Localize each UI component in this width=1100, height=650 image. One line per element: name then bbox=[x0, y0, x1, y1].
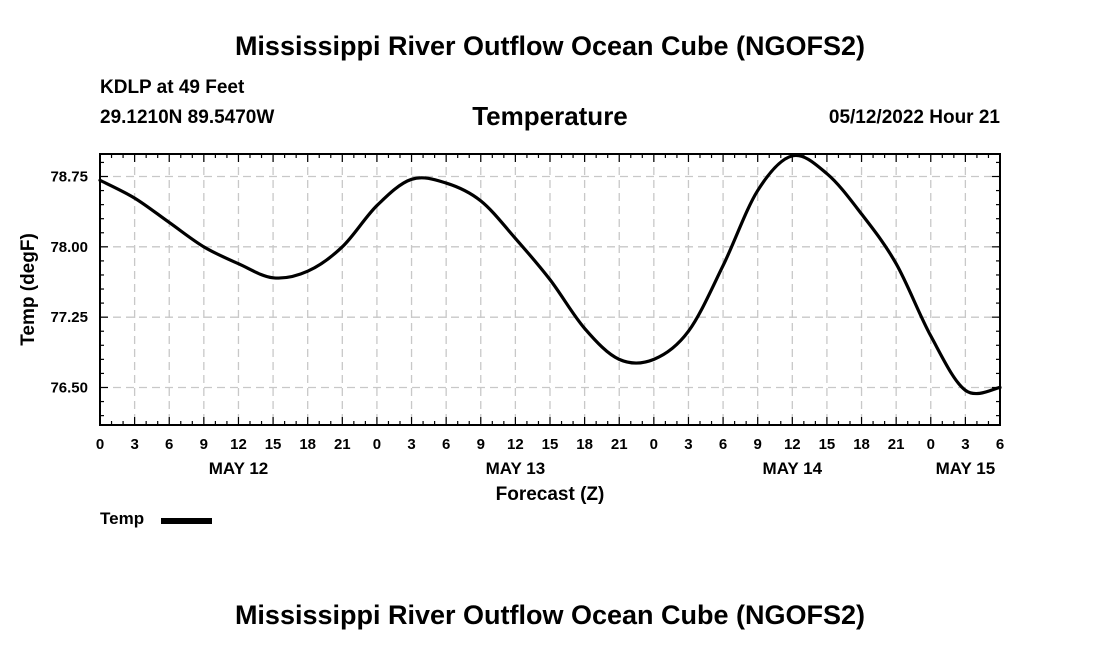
x-tick-label: 3 bbox=[407, 436, 415, 453]
x-tick-label: 6 bbox=[996, 436, 1004, 453]
y-axis-label: Temp (degF) bbox=[18, 233, 39, 346]
x-tick-label: 15 bbox=[819, 436, 836, 453]
x-tick-label: 21 bbox=[334, 436, 351, 453]
x-tick-label: 6 bbox=[719, 436, 727, 453]
legend-line-swatch bbox=[161, 518, 212, 524]
x-tick-label: 12 bbox=[507, 436, 524, 453]
x-tick-label: 12 bbox=[230, 436, 247, 453]
series-line-temp bbox=[98, 153, 1002, 396]
x-tick-label: 21 bbox=[888, 436, 905, 453]
y-tick-label: 76.50 bbox=[50, 379, 88, 396]
x-tick-label: 21 bbox=[611, 436, 628, 453]
x-tick-label: 3 bbox=[130, 436, 138, 453]
chart-title-bottom: Mississippi River Outflow Ocean Cube (NG… bbox=[234, 600, 866, 630]
x-tick-label: 3 bbox=[961, 436, 969, 453]
x-tick-label: 6 bbox=[165, 436, 173, 453]
x-tick-label: 0 bbox=[96, 436, 104, 453]
x-axis-label: Forecast (Z) bbox=[496, 484, 605, 505]
x-tick-label: 0 bbox=[650, 436, 658, 453]
station-label: KDLP at 49 Feet bbox=[100, 77, 245, 98]
date-label: MAY 13 bbox=[486, 459, 546, 478]
x-tick-label: 12 bbox=[784, 436, 801, 453]
x-tick-label: 9 bbox=[754, 436, 762, 453]
run-time-label: 05/12/2022 Hour 21 bbox=[828, 107, 1000, 128]
x-tick-label: 18 bbox=[853, 436, 870, 453]
x-tick-label: 3 bbox=[684, 436, 692, 453]
x-tick-label: 18 bbox=[576, 436, 593, 453]
x-tick-label: 15 bbox=[265, 436, 282, 453]
x-tick-label: 6 bbox=[442, 436, 450, 453]
chart-title-top: Mississippi River Outflow Ocean Cube (NG… bbox=[234, 31, 866, 61]
variable-title: Temperature bbox=[472, 101, 628, 131]
y-tick-label: 77.25 bbox=[50, 309, 88, 326]
x-tick-label: 15 bbox=[542, 436, 559, 453]
legend-label: Temp bbox=[100, 509, 145, 528]
date-label: MAY 14 bbox=[763, 459, 823, 478]
x-tick-label: 0 bbox=[373, 436, 381, 453]
x-tick-label: 9 bbox=[200, 436, 208, 453]
date-label: MAY 12 bbox=[209, 459, 269, 478]
x-tick-label: 0 bbox=[927, 436, 935, 453]
x-tick-label: 18 bbox=[299, 436, 316, 453]
x-tick-label: 9 bbox=[477, 436, 485, 453]
y-tick-label: 78.00 bbox=[50, 239, 88, 256]
y-tick-label: 78.75 bbox=[50, 169, 88, 186]
date-label: MAY 15 bbox=[936, 459, 996, 478]
coordinates-label: 29.1210N 89.5470W bbox=[100, 107, 275, 128]
